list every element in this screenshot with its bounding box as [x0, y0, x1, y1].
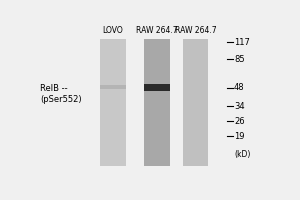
Text: 117: 117 — [234, 38, 250, 47]
Bar — [145, 84, 170, 91]
Text: 26: 26 — [234, 117, 244, 126]
Text: RelB --: RelB -- — [40, 84, 68, 93]
Text: RAW 264.7: RAW 264.7 — [136, 26, 178, 35]
Text: 85: 85 — [234, 55, 244, 64]
Text: (kD): (kD) — [234, 150, 250, 159]
Bar — [183, 39, 208, 166]
Text: 34: 34 — [234, 102, 244, 111]
Text: LOVO: LOVO — [103, 26, 123, 35]
Text: 19: 19 — [234, 132, 244, 141]
Bar — [100, 39, 126, 166]
Text: 48: 48 — [234, 83, 244, 92]
Bar — [145, 39, 170, 166]
Text: (pSer552): (pSer552) — [40, 95, 82, 104]
Text: RAW 264.7: RAW 264.7 — [175, 26, 216, 35]
Bar — [100, 85, 126, 89]
